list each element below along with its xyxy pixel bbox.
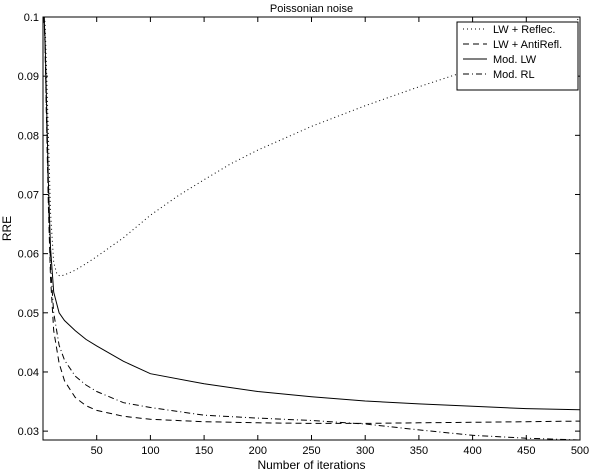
y-tick-label: 0.03 [18, 426, 39, 438]
x-tick-label: 150 [195, 445, 213, 457]
x-tick-label: 300 [356, 445, 374, 457]
legend-label: Mod. LW [493, 54, 537, 66]
legend-box [456, 21, 579, 91]
series-line-4 [43, 17, 580, 440]
axis-ticks: 50 100 150 200 250 300 350 400 450 500 0.03 0.04 0.0… [18, 12, 590, 457]
x-tick-label: 450 [517, 445, 535, 457]
y-tick-label: 0.06 [18, 249, 39, 261]
x-tick-label: 500 [571, 445, 589, 457]
y-tick-label: 0.05 [18, 308, 39, 320]
x-tick-label: 400 [463, 445, 481, 457]
legend: LW + Reflec. LW + AntiRefl. Mod. LW Mod. RL [456, 21, 579, 91]
y-tick-label: 0.08 [18, 130, 39, 142]
x-tick-label: 250 [302, 445, 320, 457]
x-axis-label: Number of iterations [257, 458, 365, 472]
y-tick-label: 0.09 [18, 71, 39, 83]
legend-label: Mod. RL [493, 69, 535, 81]
y-tick-label: 0.04 [18, 367, 39, 379]
y-tick-label: 0.07 [18, 189, 39, 201]
legend-label: LW + Reflec. [493, 24, 555, 36]
x-tick-label: 350 [410, 445, 428, 457]
x-tick-label: 100 [141, 445, 159, 457]
y-tick-label: 0.1 [24, 12, 39, 24]
series-group [43, 17, 580, 440]
y-axis-label: RRE [0, 216, 14, 241]
chart-title: Poissonian noise [270, 3, 353, 15]
legend-label: LW + AntiRefl. [493, 39, 562, 51]
x-tick-label: 50 [91, 445, 103, 457]
x-tick-label: 200 [249, 445, 267, 457]
